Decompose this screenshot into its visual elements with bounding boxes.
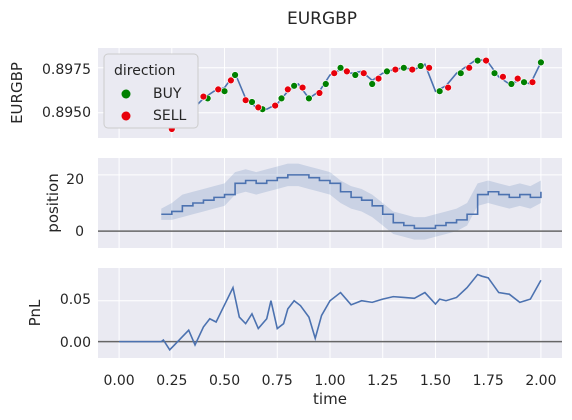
- sell-marker-22: [514, 74, 522, 83]
- x-tick-8: 2.00: [525, 373, 556, 389]
- legend: direction BUY SELL: [103, 53, 199, 129]
- sell-marker-6: [254, 103, 262, 112]
- x-tick-5: 1.25: [367, 373, 398, 389]
- legend-title: direction: [114, 63, 175, 79]
- legend-box: [103, 53, 199, 129]
- buy-marker-14: [383, 67, 391, 76]
- buy-marker-16: [416, 62, 425, 70]
- buy-marker-10: [322, 80, 330, 88]
- buy-marker-19: [473, 56, 482, 65]
- sell-marker-9: [298, 83, 307, 92]
- panel-price-ylabel: EURGBP: [8, 62, 26, 124]
- sell-marker-8: [284, 85, 292, 94]
- buy-marker-17: [435, 87, 444, 95]
- legend-sell-marker: [121, 111, 131, 121]
- sell-marker-7: [271, 101, 279, 110]
- sell-marker-19: [465, 64, 473, 72]
- pnl-line: [119, 273, 542, 352]
- panel-price-ytick-1: 0.8950: [42, 105, 91, 121]
- buy-marker-20: [490, 69, 499, 77]
- x-tick-0: 0.00: [104, 373, 135, 389]
- buy-marker-5: [248, 98, 256, 106]
- chart-title: EURGBP: [287, 9, 357, 29]
- panel-price: EURGBP 0.8950 0.8975 direction BUY SELL: [8, 48, 562, 138]
- sell-marker-3: [214, 85, 222, 94]
- sell-marker-10: [315, 89, 324, 97]
- legend-buy-label: BUY: [153, 86, 182, 102]
- sell-marker-11: [330, 69, 338, 77]
- legend-buy-marker: [121, 89, 131, 99]
- sell-marker-5: [241, 96, 250, 104]
- buy-marker-15: [400, 64, 408, 72]
- x-axis-ticks: 0.00 0.25 0.50 0.75 1.00 1.25 1.50 1.75 …: [104, 373, 557, 389]
- x-tick-7: 1.75: [473, 373, 504, 389]
- position-line: [161, 174, 542, 230]
- buy-marker-12: [351, 71, 360, 79]
- x-axis-label: time: [313, 390, 347, 408]
- panel-position-ytick-2: 20: [66, 172, 84, 188]
- sell-marker-4: [227, 76, 235, 85]
- sell-marker-17: [425, 64, 433, 72]
- x-tick-1: 0.25: [156, 373, 187, 389]
- sell-marker-18: [444, 83, 452, 92]
- x-tick-6: 1.50: [420, 373, 451, 389]
- sell-marker-20: [482, 56, 490, 65]
- buy-marker-7: [277, 94, 286, 103]
- buy-marker-8: [290, 82, 298, 90]
- buy-marker-3: [220, 87, 229, 95]
- sell-marker-12: [343, 67, 351, 76]
- x-tick-2: 0.50: [209, 373, 240, 389]
- x-tick-3: 0.75: [262, 373, 293, 389]
- panel-pnl-ytick-1: 0.00: [60, 335, 91, 351]
- sell-marker-16: [408, 65, 416, 74]
- sell-marker-21: [499, 73, 507, 81]
- buy-marker-4: [231, 71, 239, 79]
- buy-marker-11: [336, 64, 345, 72]
- buy-marker-9: [305, 94, 313, 103]
- panel-position-ytick-1: 0: [75, 224, 84, 240]
- sell-marker-15: [391, 65, 400, 74]
- panel-pnl-ytick-2: 0.05: [60, 292, 91, 308]
- sell-marker-2: [199, 92, 208, 101]
- panel-position-ylabel: position: [44, 173, 62, 232]
- sell-marker-14: [374, 74, 383, 83]
- panel-pnl: PnL 0.00 0.05: [26, 268, 562, 358]
- sell-marker-13: [360, 69, 368, 77]
- legend-sell-label: SELL: [153, 108, 187, 124]
- sell-marker-23: [528, 78, 537, 86]
- buy-marker-21: [507, 80, 516, 88]
- panel-price-ytick-2: 0.8975: [42, 62, 91, 78]
- panel-pnl-ylabel: PnL: [26, 299, 44, 326]
- x-tick-4: 1.00: [314, 373, 345, 389]
- buy-marker-18: [457, 69, 465, 77]
- buy-marker-23: [537, 58, 545, 67]
- buy-marker-22: [520, 78, 528, 86]
- panel-position: position 0 20: [44, 158, 562, 248]
- buy-marker-13: [368, 80, 376, 88]
